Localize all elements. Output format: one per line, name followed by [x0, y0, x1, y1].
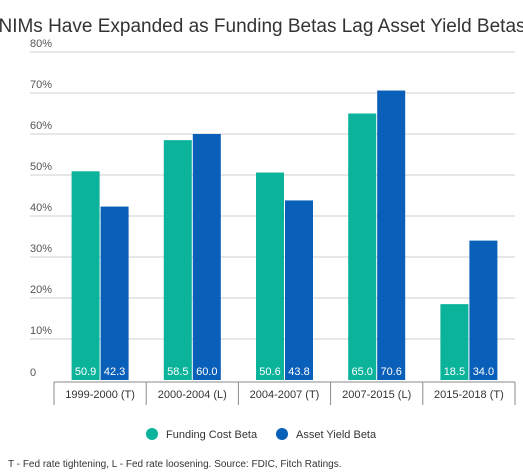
data-label-asset-yield-beta-2004-2007-t: 43.8: [288, 366, 309, 378]
y-tick-label-60: 60%: [30, 120, 52, 132]
y-tick-label-10: 10%: [30, 325, 52, 337]
data-label-asset-yield-beta-2015-2018-t: 34.0: [473, 366, 494, 378]
bar-funding-cost-beta-2007-2015-l: [348, 113, 377, 380]
data-label-funding-cost-beta-2004-2007-t: 50.6: [259, 366, 280, 378]
data-label-asset-yield-beta-2000-2004-l: 60.0: [196, 366, 217, 378]
data-label-funding-cost-beta-2007-2015-l: 65.0: [351, 366, 372, 378]
bar-asset-yield-beta-2004-2007-t: [285, 200, 313, 380]
bar-funding-cost-beta-2000-2004-l: [163, 140, 192, 380]
data-label-asset-yield-beta-2007-2015-l: 70.6: [380, 366, 401, 378]
bar-funding-cost-beta-1999-2000-t: [71, 171, 100, 380]
data-label-funding-cost-beta-1999-2000-t: 50.9: [75, 366, 96, 378]
legend-label-asset-yield-beta: Asset Yield Beta: [296, 429, 377, 441]
x-tick-label-2004-2007-t: 2004-2007 (T): [250, 389, 320, 401]
data-label-funding-cost-beta-2015-2018-t: 18.5: [444, 366, 465, 378]
y-tick-label-20: 20%: [30, 284, 52, 296]
legend-swatch-funding-cost-beta: [146, 428, 158, 440]
bar-asset-yield-beta-1999-2000-t: [100, 206, 129, 380]
data-labels: 50.9 58.5 50.6 65.0 18.5 42.3 60.0 43.8 70.6 34.0: [75, 366, 494, 378]
bar-asset-yield-beta-2000-2004-l: [192, 134, 221, 380]
chart-title: NIMs Have Expanded as Funding Betas Lag …: [0, 16, 523, 37]
y-tick-label-50: 50%: [30, 161, 52, 173]
bars: [71, 90, 498, 380]
x-tick-label-2000-2004-l: 2000-2004 (L): [158, 389, 227, 401]
x-tick-label-2007-2015-l: 2007-2015 (L): [342, 389, 411, 401]
legend-swatch-asset-yield-beta: [276, 428, 288, 440]
data-label-funding-cost-beta-2000-2004-l: 58.5: [167, 366, 188, 378]
y-tick-label-30: 30%: [30, 243, 52, 255]
x-tick-label-2015-2018-t: 2015-2018 (T): [434, 389, 504, 401]
bar-asset-yield-beta-2015-2018-t: [469, 240, 498, 380]
bar-funding-cost-beta-2015-2018-t: [440, 304, 469, 380]
data-label-asset-yield-beta-1999-2000-t: 42.3: [104, 366, 125, 378]
y-tick-label-70: 70%: [30, 79, 52, 91]
y-tick-label-40: 40%: [30, 202, 52, 214]
bar-asset-yield-beta-2007-2015-l: [377, 90, 406, 380]
y-tick-label-0: 0: [30, 367, 36, 379]
legend-label-funding-cost-beta: Funding Cost Beta: [166, 429, 258, 441]
x-axis: 1999-2000 (T) 2000-2004 (L) 2004-2007 (T) 2…: [53, 381, 516, 405]
bar-funding-cost-beta-2004-2007-t: [256, 172, 284, 380]
y-tick-label-80: 80%: [30, 38, 52, 50]
x-tick-label-1999-2000-t: 1999-2000 (T): [65, 389, 135, 401]
y-axis-tick-labels: 0 10% 20% 30% 40% 50% 60% 70% 80%: [30, 38, 52, 379]
chart-footnote: T - Fed rate tightening, L - Fed rate lo…: [8, 459, 342, 470]
legend: Funding Cost Beta Asset Yield Beta: [146, 428, 377, 441]
